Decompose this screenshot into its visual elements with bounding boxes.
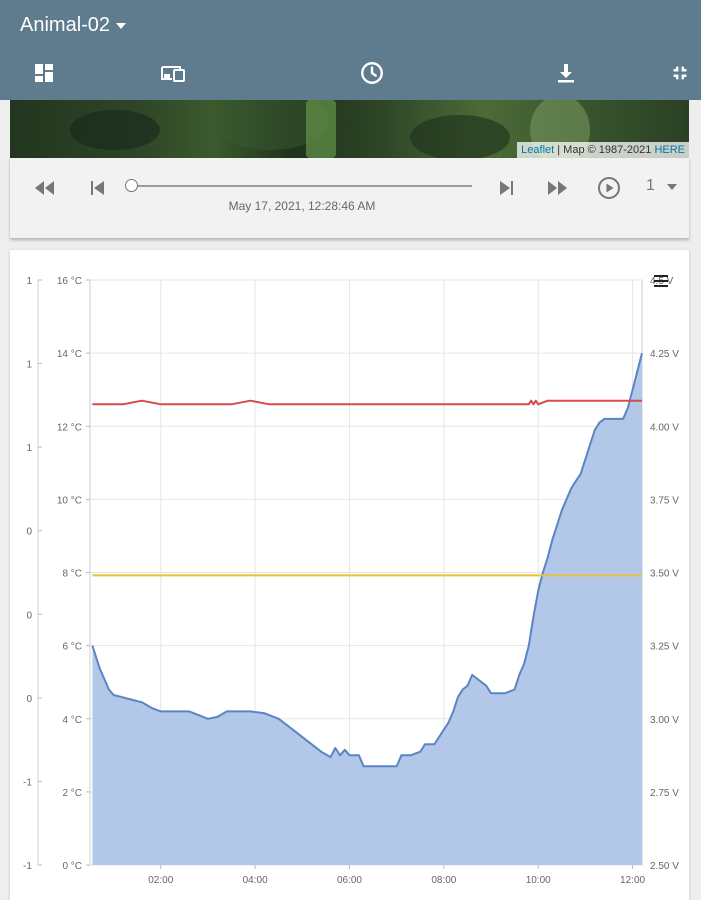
map-attribution: Leaflet | Map © 1987-2021 HERE bbox=[517, 142, 689, 158]
y-tick-label-outer: 0 bbox=[26, 694, 32, 705]
series-area-0 bbox=[92, 353, 642, 865]
y-tick-label-outer: 1 bbox=[26, 360, 32, 371]
y-tick-label-voltage: 2.50 V bbox=[650, 861, 679, 872]
play-circle-icon[interactable] bbox=[597, 176, 621, 200]
map-tile bbox=[70, 110, 160, 150]
download-icon[interactable] bbox=[551, 58, 581, 88]
leaflet-link[interactable]: Leaflet bbox=[521, 144, 555, 156]
here-link[interactable]: HERE bbox=[654, 144, 685, 156]
y-tick-label-voltage: 3.00 V bbox=[650, 715, 679, 726]
y-tick-label-voltage: 3.75 V bbox=[650, 495, 679, 506]
device-name: Animal-02 bbox=[20, 13, 111, 36]
y-tick-label-temperature: 10 °C bbox=[57, 495, 82, 506]
devices-icon[interactable] bbox=[158, 58, 188, 88]
y-tick-label-outer: 0 bbox=[26, 610, 32, 621]
y-tick-label-temperature: 0 °C bbox=[62, 861, 82, 872]
y-tick-label-voltage: 3.25 V bbox=[650, 642, 679, 653]
y-tick-label-temperature: 8 °C bbox=[62, 569, 82, 580]
y-tick-label-outer: 1 bbox=[26, 276, 32, 287]
map-tile bbox=[306, 100, 336, 158]
device-selector[interactable]: Animal-02 bbox=[20, 12, 127, 38]
y-tick-label-outer: -1 bbox=[23, 777, 32, 788]
caret-down-icon bbox=[116, 23, 127, 29]
y-tick-label-outer: 1 bbox=[26, 443, 32, 454]
series-line-0[interactable] bbox=[91, 352, 643, 768]
playback-slider-track[interactable] bbox=[132, 185, 472, 187]
y-tick-label-temperature: 6 °C bbox=[62, 642, 82, 653]
speed-select[interactable]: 1 bbox=[646, 176, 690, 196]
y-tick-label-outer: -1 bbox=[23, 861, 32, 872]
x-tick-label: 10:00 bbox=[526, 875, 551, 886]
skip-previous-icon[interactable] bbox=[85, 176, 109, 200]
series-line-1[interactable] bbox=[92, 399, 642, 406]
y-tick-label-temperature: 14 °C bbox=[57, 349, 82, 360]
fullscreen-exit-icon[interactable] bbox=[665, 58, 695, 88]
dashboard-icon[interactable] bbox=[29, 58, 59, 88]
sensor-chart[interactable]: 0 °C 2 °C 4 °C 6 °C 8 °C 10 °C 12 °C 14 °C 16 °C… bbox=[10, 250, 689, 900]
y-tick-label-outer: 0 bbox=[26, 527, 32, 538]
x-tick-label: 06:00 bbox=[337, 875, 362, 886]
y-tick-label-temperature: 4 °C bbox=[62, 715, 82, 726]
y-tick-label-voltage: 4.25 V bbox=[650, 349, 679, 360]
fast-forward-icon[interactable] bbox=[546, 176, 570, 200]
x-tick-label: 08:00 bbox=[431, 875, 456, 886]
chart-menu-icon[interactable] bbox=[651, 272, 671, 290]
playback-slider-thumb[interactable] bbox=[125, 179, 138, 192]
y-tick-label-voltage: 3.50 V bbox=[650, 569, 679, 580]
playback-timestamp: May 17, 2021, 12:28:46 AM bbox=[228, 199, 376, 213]
attribution-text: | Map © 1987-2021 bbox=[554, 144, 655, 156]
x-tick-label: 12:00 bbox=[620, 875, 645, 886]
fast-rewind-icon[interactable] bbox=[33, 176, 57, 200]
speed-value: 1 bbox=[646, 177, 655, 194]
y-tick-label-temperature: 2 °C bbox=[62, 788, 82, 799]
chart-card: 0 °C 2 °C 4 °C 6 °C 8 °C 10 °C 12 °C 14 °C 16 °C… bbox=[10, 250, 689, 900]
y-tick-label-temperature: 12 °C bbox=[57, 422, 82, 433]
map-view[interactable]: Leaflet | Map © 1987-2021 HERE bbox=[10, 100, 689, 158]
app-header: Animal-02 bbox=[0, 0, 701, 100]
map-tile bbox=[410, 115, 510, 158]
y-tick-label-voltage: 4.00 V bbox=[650, 422, 679, 433]
x-tick-label: 02:00 bbox=[148, 875, 173, 886]
caret-down-icon bbox=[666, 184, 677, 190]
skip-next-icon[interactable] bbox=[495, 176, 519, 200]
clock-icon[interactable] bbox=[357, 58, 387, 88]
playback-controls: May 17, 2021, 12:28:46 AM 1 bbox=[10, 158, 689, 238]
x-tick-label: 04:00 bbox=[243, 875, 268, 886]
y-tick-label-temperature: 16 °C bbox=[57, 276, 82, 287]
y-tick-label-voltage: 2.75 V bbox=[650, 788, 679, 799]
